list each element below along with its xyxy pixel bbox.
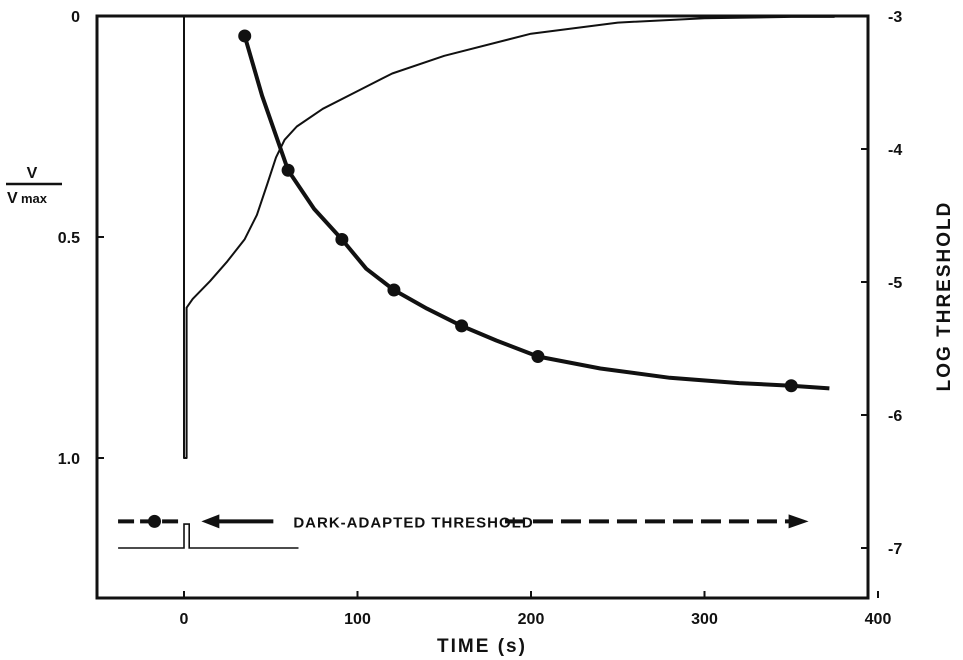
- y-right-tick-label: -3: [888, 9, 902, 26]
- chart-series: [118, 16, 835, 548]
- y-right-tick-label: -4: [888, 142, 902, 159]
- x-tick-label: 200: [518, 611, 545, 628]
- threshold-point: [785, 379, 798, 392]
- y-left-tick-label: 0.5: [58, 230, 80, 247]
- y-left-tick-label: 1.0: [58, 451, 80, 468]
- axis-labels: TIME (s) LOG THRESHOLD V V max: [6, 165, 955, 657]
- y-right-tick-label: -6: [888, 408, 902, 425]
- y-right-tick-label: -5: [888, 275, 902, 292]
- x-tick-label: 300: [691, 611, 718, 628]
- legend-left-arrowhead: [201, 514, 219, 528]
- legend: DARK-ADAPTED THRESHOLD: [118, 514, 809, 531]
- threshold-point: [238, 29, 251, 42]
- y-right-axis-title: LOG THRESHOLD: [934, 201, 955, 392]
- stimulus-trace: [118, 524, 298, 548]
- x-tick-label: 100: [344, 611, 371, 628]
- legend-marker: [148, 515, 161, 528]
- legend-label: DARK-ADAPTED THRESHOLD: [293, 514, 533, 531]
- response-line: [118, 16, 835, 458]
- y-left-axis-numerator: V: [27, 165, 38, 182]
- threshold-point: [455, 319, 468, 332]
- threshold-point: [282, 164, 295, 177]
- x-tick-label: 0: [180, 611, 189, 628]
- plot-area-border: [97, 16, 868, 598]
- threshold-line: [245, 36, 830, 389]
- y-right-tick-label: -7: [888, 541, 902, 558]
- y-left-axis-denominator-subscript: max: [21, 191, 48, 206]
- y-left-axis-denominator: V: [7, 190, 18, 207]
- y-left-tick-label: 0: [71, 9, 80, 26]
- plot-frame: [97, 16, 868, 598]
- legend-right-arrowhead: [789, 514, 809, 528]
- threshold-point: [531, 350, 544, 363]
- threshold-point: [387, 283, 400, 296]
- x-axis-title: TIME (s): [437, 636, 527, 657]
- threshold-point: [335, 233, 348, 246]
- x-tick-label: 400: [865, 611, 892, 628]
